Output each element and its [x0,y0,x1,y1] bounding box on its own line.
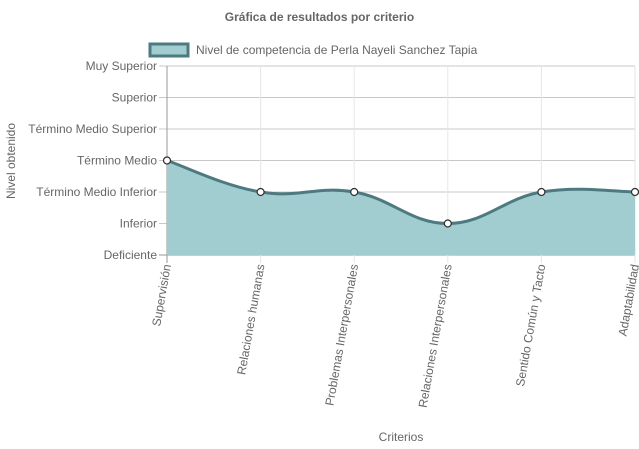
y-tick-label: Término Medio Superior [28,122,157,136]
y-tick-label: Término Medio Inferior [36,185,157,199]
y-tick-label: Superior [112,91,157,105]
y-tick-label: Deficiente [104,248,158,262]
x-tick-labels: Supervisión Relaciones humanas Problemas I… [149,263,639,409]
x-axis-title: Criterios [379,430,424,444]
y-tick-labels: Deficiente Inferior Término Medio Inferior… [28,59,157,262]
y-axis-title: Nivel obtenido [4,123,18,199]
x-tick-label: Relaciones Interpersonales [416,263,455,409]
legend[interactable]: Nivel de competencia de Perla Nayeli San… [148,42,478,58]
y-tick-label: Término Medio [77,154,157,168]
data-point[interactable] [443,219,452,228]
series-line [166,159,636,226]
data-point[interactable] [256,187,265,197]
x-tick-label: Supervisión [149,263,174,327]
y-tick-label: Inferior [120,217,157,231]
x-tick-label: Adaptabilidad [616,263,639,337]
data-point[interactable] [350,187,359,197]
series-area-fill [167,160,635,255]
data-points [162,156,639,228]
data-point[interactable] [162,156,172,165]
data-point[interactable] [630,187,639,197]
chart-title: Gráfica de resultados por criterio [225,10,414,24]
legend-swatch [148,42,190,58]
x-tick-label: Relaciones humanas [234,263,267,376]
data-point[interactable] [537,187,546,197]
series-area [166,159,636,255]
x-tick-label: Sentido Común y Tacto [513,263,548,388]
x-tick-label: Problemas Interpersonales [322,263,361,407]
legend-label: Nivel de competencia de Perla Nayeli San… [196,43,478,57]
y-tick-label: Muy Superior [86,59,157,73]
